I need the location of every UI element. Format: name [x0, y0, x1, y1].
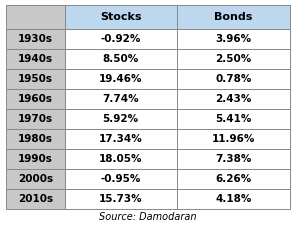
Text: 5.92%: 5.92% — [103, 114, 139, 124]
Text: 1980s: 1980s — [18, 134, 53, 144]
Bar — [64, 129, 177, 149]
Bar — [177, 149, 290, 169]
Text: 2.43%: 2.43% — [215, 94, 251, 104]
Text: 15.73%: 15.73% — [99, 194, 142, 204]
Text: 18.05%: 18.05% — [99, 154, 142, 164]
Bar — [6, 109, 64, 129]
Bar — [177, 49, 290, 69]
Text: 7.74%: 7.74% — [102, 94, 139, 104]
Bar — [64, 169, 177, 189]
Bar — [64, 29, 177, 49]
Bar — [177, 189, 290, 209]
Text: 4.18%: 4.18% — [215, 194, 251, 204]
Bar — [6, 49, 64, 69]
Text: Source: Damodaran: Source: Damodaran — [99, 212, 196, 222]
Text: 11.96%: 11.96% — [212, 134, 255, 144]
Bar — [6, 89, 64, 109]
Text: -0.92%: -0.92% — [100, 34, 141, 44]
Text: Bonds: Bonds — [214, 12, 252, 22]
Bar — [64, 149, 177, 169]
Text: 2010s: 2010s — [18, 194, 53, 204]
Text: 5.41%: 5.41% — [215, 114, 251, 124]
Bar — [6, 69, 64, 89]
Bar — [177, 69, 290, 89]
Text: 0.78%: 0.78% — [215, 74, 251, 84]
Bar — [64, 89, 177, 109]
Bar — [64, 5, 177, 29]
Text: 1970s: 1970s — [18, 114, 53, 124]
Bar — [6, 5, 64, 29]
Bar — [6, 29, 64, 49]
Text: 1940s: 1940s — [18, 54, 53, 64]
Text: 1950s: 1950s — [18, 74, 53, 84]
Bar — [177, 109, 290, 129]
Bar — [6, 149, 64, 169]
Bar — [64, 109, 177, 129]
Bar — [177, 129, 290, 149]
Text: 8.50%: 8.50% — [103, 54, 139, 64]
Bar — [177, 29, 290, 49]
Text: 1960s: 1960s — [18, 94, 53, 104]
Text: -0.95%: -0.95% — [100, 174, 141, 184]
Bar — [64, 49, 177, 69]
Bar — [64, 189, 177, 209]
Text: 17.34%: 17.34% — [99, 134, 142, 144]
Bar — [177, 5, 290, 29]
Text: 7.38%: 7.38% — [215, 154, 251, 164]
Bar — [6, 129, 64, 149]
Bar — [6, 169, 64, 189]
Bar — [177, 169, 290, 189]
Text: 2.50%: 2.50% — [215, 54, 251, 64]
Text: 1990s: 1990s — [18, 154, 53, 164]
Text: 6.26%: 6.26% — [215, 174, 251, 184]
Bar — [6, 189, 64, 209]
Bar — [177, 89, 290, 109]
Bar — [64, 69, 177, 89]
Text: 3.96%: 3.96% — [215, 34, 251, 44]
Text: Stocks: Stocks — [100, 12, 142, 22]
Text: 2000s: 2000s — [18, 174, 53, 184]
Text: 19.46%: 19.46% — [99, 74, 142, 84]
Text: 1930s: 1930s — [18, 34, 53, 44]
